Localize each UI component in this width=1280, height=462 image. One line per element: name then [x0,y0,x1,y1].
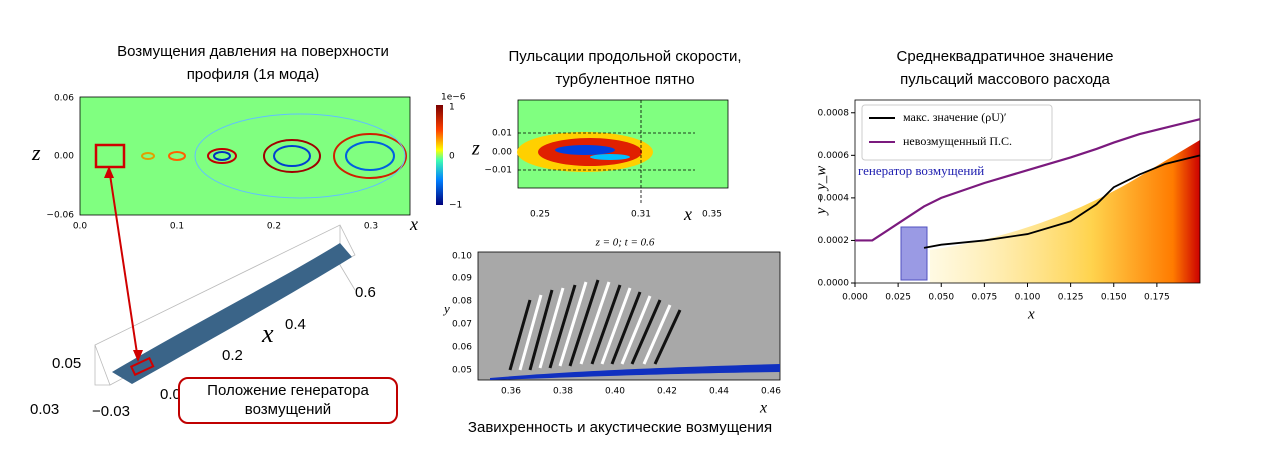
x-tick-label: 0.075 [971,293,997,303]
x-axis-label: x [1027,306,1035,322]
x-tick-label: 0.125 [1058,293,1084,303]
spot [517,132,653,172]
x-tick-label: 0.050 [928,293,954,303]
chart: Среднеквадратичное значение пульсаций ма… [813,48,1201,322]
x-tick-label: 0.025 [885,293,911,303]
colorbar [436,105,443,205]
x-tick-label: 0.31 [631,210,651,220]
x-tick-label: 0.0 [73,222,88,232]
panel-title: Возмущения давления на поверхности [117,43,389,60]
x-tick-label: 0.46 [761,387,781,397]
generator-box [129,356,155,377]
x-tick-label: 0.4 [285,316,306,333]
axis-label: y [442,301,450,316]
colorbar-scale: 1e−6 [441,93,466,103]
y-tick-label: 0.0002 [818,236,850,246]
colorbar-tick-label: 1 [449,103,455,113]
x-tick-label: 0.1 [170,222,184,232]
z-tick-label: −0.06 [46,211,74,221]
legend-label: невозмущенный П.С. [903,134,1012,148]
z-tick-label: 0.00 [492,148,512,158]
x-tick-label: 0.3 [364,222,378,232]
annotation: генератор возмущений [858,163,984,178]
y-tick-label: 0.05 [452,366,472,376]
x-tick-label: 0.150 [1101,293,1127,303]
axis-label: z [471,138,480,160]
panel-title: профиля (1я мода) [187,66,320,83]
x-tick-label: 0.38 [553,387,573,397]
series-line [923,154,1201,249]
callout-text: возмущений [245,401,331,418]
x-tick-label: 0.100 [1015,293,1041,303]
x-tick-label: 0.2 [267,222,281,232]
wave-packets [141,113,407,199]
legend-box [861,104,1053,161]
y-tick-label: 0.0008 [818,108,850,118]
x-tick-label: 0.25 [530,210,550,220]
3d-box [94,224,356,386]
colorbar-tick-label: −1 [449,201,462,211]
callout-text: Положение генератора [207,382,369,399]
axis-label: x [261,319,274,348]
y-tick-label: 0.08 [452,297,472,307]
panel-title: турбулентное пятно [555,71,694,88]
colorbar-tick-label: 0 [449,152,455,162]
caption: Завихренность и акустические возмущения [468,419,772,436]
x-tick-label: 0.175 [1144,293,1170,303]
legend-label: макс. значение (ρU)′ [903,110,1007,124]
z-tick-label: 0.01 [492,129,512,139]
arrow [108,167,139,361]
generator-box [94,143,126,169]
chart-title: Среднеквадратичное значение [897,48,1114,65]
y-tick-label: 0.0000 [818,279,850,289]
heat-field [930,140,1200,283]
contour-field [79,96,411,216]
y-tick-label: 0.06 [452,343,472,353]
x-tick-label: 0.35 [702,210,722,220]
vortex-streaks [490,279,780,380]
panel-title: Пульсации продольной скорости, [508,48,741,65]
vorticity-field [477,251,781,381]
y-tick-label: 0.0006 [818,151,850,161]
panel-subtitle: z = 0; t = 0.6 [595,237,655,249]
z-tick-label: −0.01 [484,166,512,176]
airfoil-surface [112,243,352,384]
z-tick-label: 0.00 [54,152,74,162]
callout [178,377,398,424]
chart-title: пульсаций массового расхода [900,71,1110,88]
z-tick-label: 0.05 [52,355,81,372]
y-axis-label: y − y_w [813,166,829,216]
x-tick-label: 0.40 [605,387,625,397]
x-tick-label: 0.36 [501,387,521,397]
generator-region [900,226,928,281]
axis-label: x [759,400,767,417]
x-tick-label: 0.0 [160,386,181,403]
axis-label: x [409,214,418,234]
x-tick-label: 0.2 [222,347,243,364]
series-line [855,118,1201,242]
z-tick-label: 0.03 [30,401,59,418]
x-tick-label: 0.000 [842,293,868,303]
guides [518,100,695,205]
z-tick-label: 0.06 [54,94,74,104]
y-tick-label: 0.07 [452,320,472,330]
x-tick-label: 0.6 [355,284,376,301]
x-tick-label: 0.44 [709,387,729,397]
axis-label: z [31,140,41,165]
y-tick-label: 0.09 [452,274,472,284]
x-tick-label: 0.42 [657,387,677,397]
y-tick-label: 0.0004 [818,193,850,203]
y-tick-label: 0.10 [452,252,472,262]
axis-label: x [683,204,692,224]
z-tick-label: −0.03 [92,403,130,420]
